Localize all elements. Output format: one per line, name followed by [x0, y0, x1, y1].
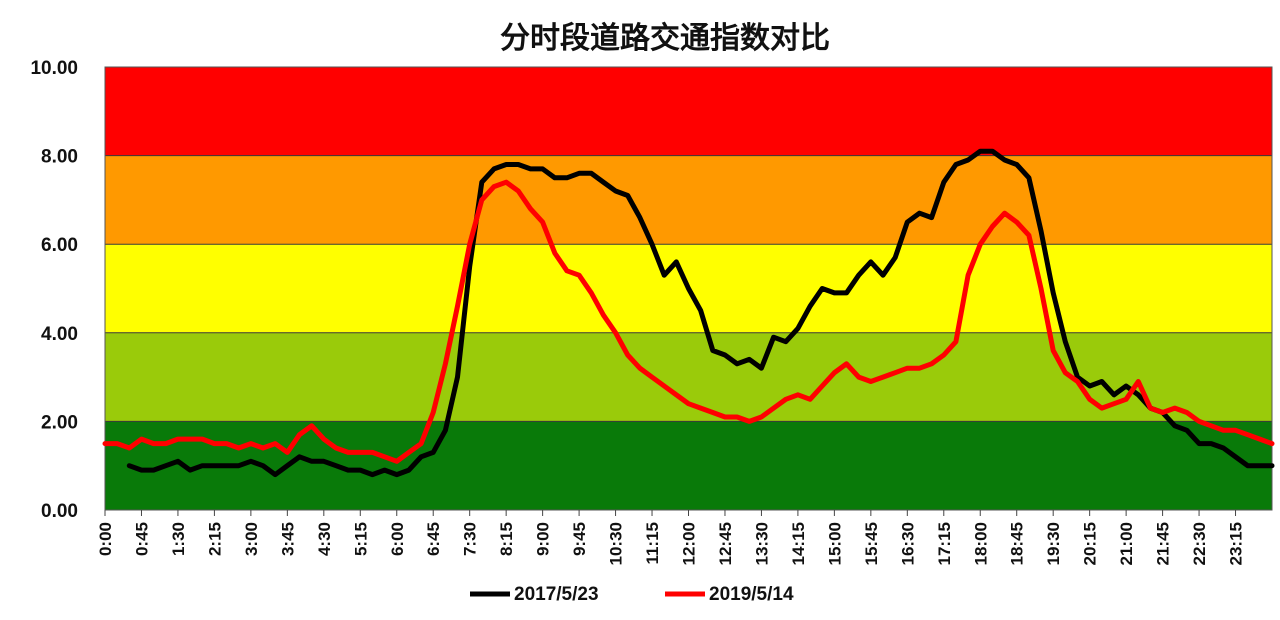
- x-tick-label: 9:45: [570, 522, 589, 556]
- x-tick-label: 21:00: [1117, 522, 1136, 565]
- y-tick-label: 4.00: [41, 324, 78, 345]
- x-tick-label: 15:00: [825, 522, 844, 565]
- chart-title: 分时段道路交通指数对比: [500, 21, 830, 56]
- x-tick-label: 0:45: [132, 522, 151, 556]
- y-tick-label: 8.00: [41, 147, 78, 168]
- x-tick-label: 6:00: [388, 522, 407, 556]
- band-1: [105, 332, 1272, 422]
- band-0: [105, 421, 1272, 510]
- legend-label-0: 2017/5/23: [514, 584, 599, 605]
- y-tick-label: 0.00: [41, 501, 78, 522]
- series-line-0: [126, 148, 1275, 478]
- series-line-1: [102, 179, 1275, 464]
- x-tick-label: 4:30: [315, 522, 334, 556]
- legend-label-1: 2019/5/14: [709, 584, 794, 605]
- x-tick-label: 12:45: [716, 522, 735, 565]
- x-tick-label: 16:30: [898, 522, 917, 565]
- x-tick-label: 0:00: [96, 522, 115, 556]
- y-tick-label: 10.00: [30, 58, 78, 79]
- x-tick-label: 8:15: [497, 522, 516, 556]
- x-tick-label: 5:15: [351, 522, 370, 556]
- x-tick-label: 23:15: [1227, 522, 1246, 565]
- x-tick-label: 22:30: [1190, 522, 1209, 565]
- x-tick-label: 19:30: [1044, 522, 1063, 565]
- x-tick-label: 3:00: [242, 522, 261, 556]
- x-tick-label: 11:15: [643, 522, 662, 565]
- x-tick-label: 1:30: [169, 522, 188, 556]
- y-axis: 0.00 2.00 4.00 6.00 8.00 10.00: [30, 58, 78, 522]
- x-tick-label: 3:45: [278, 522, 297, 556]
- x-tick-label: 6:45: [424, 522, 443, 556]
- x-axis: 0:00 0:45 1:30 2:15 3:00 3:45 4:30 5:15 6:00 6:45…: [96, 510, 1246, 565]
- x-tick-label: 17:15: [935, 522, 954, 565]
- x-tick-label: 9:00: [534, 522, 553, 556]
- x-tick-label: 12:00: [680, 522, 699, 565]
- y-tick-label: 6.00: [41, 235, 78, 256]
- x-tick-label: 18:00: [971, 522, 990, 565]
- band-3: [105, 155, 1272, 245]
- x-tick-label: 10:30: [607, 522, 626, 565]
- series-lines: [102, 148, 1275, 478]
- x-tick-label: 20:15: [1081, 522, 1100, 565]
- x-tick-label: 7:30: [461, 522, 480, 556]
- x-tick-label: 21:45: [1154, 522, 1173, 565]
- legend: 2017/5/23 2019/5/14: [470, 584, 794, 605]
- x-tick-label: 2:15: [205, 522, 224, 556]
- x-tick-label: 14:15: [789, 522, 808, 565]
- x-tick-label: 13:30: [752, 522, 771, 565]
- band-4: [105, 67, 1272, 156]
- y-tick-label: 2.00: [41, 412, 78, 433]
- x-tick-label: 15:45: [862, 522, 881, 565]
- x-tick-label: 18:45: [1008, 522, 1027, 565]
